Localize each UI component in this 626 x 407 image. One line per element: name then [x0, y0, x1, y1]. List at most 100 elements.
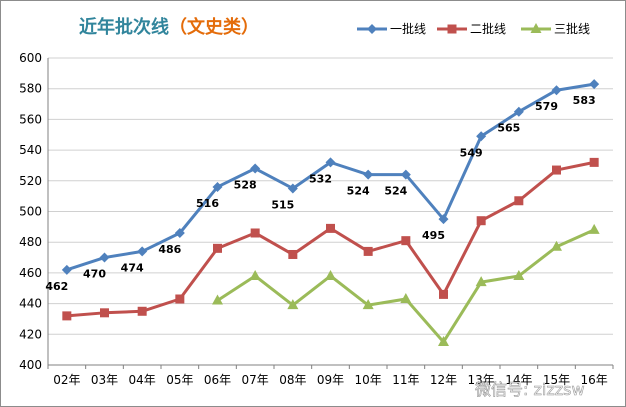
y-tick-label: 540 — [19, 143, 42, 157]
data-point — [100, 308, 109, 318]
data-point — [213, 243, 222, 253]
data-point — [438, 335, 449, 346]
chart-title: 近年批次线（文史类） — [79, 16, 259, 38]
data-point — [439, 289, 448, 299]
data-point — [513, 106, 524, 117]
data-point — [438, 214, 449, 225]
x-tick-label: 04年 — [129, 373, 156, 387]
data-point — [552, 165, 561, 175]
data-label: 549 — [460, 146, 483, 159]
data-label: 462 — [45, 280, 68, 293]
data-label: 583 — [573, 94, 596, 107]
data-point — [325, 269, 336, 280]
data-point — [513, 269, 525, 280]
data-label: 474 — [121, 261, 144, 274]
data-label: 579 — [535, 100, 558, 113]
legend-marker — [447, 24, 457, 34]
chart-title-main: 近年批次线 — [79, 16, 169, 38]
chart-title-paren: （文史类） — [169, 16, 259, 38]
data-point — [475, 276, 487, 287]
data-point — [212, 181, 223, 192]
x-tick-label: 12年 — [430, 373, 457, 387]
y-tick-label: 580 — [19, 82, 42, 96]
x-tick-label: 07年 — [242, 373, 269, 387]
x-tick-label: 05年 — [166, 373, 193, 387]
legend-label: 三批线 — [554, 21, 590, 36]
data-label: 565 — [497, 122, 520, 135]
axis-layer: 400 420 440 460 480 500 520 540 560 580 600 02年 03年 0… — [19, 51, 614, 387]
data-point — [476, 216, 486, 226]
x-tick-label: 16年 — [581, 373, 608, 387]
legend-item: 一批线 — [357, 21, 426, 36]
data-point — [476, 131, 487, 142]
data-point — [287, 183, 298, 194]
data-point — [363, 169, 374, 180]
data-point — [588, 223, 600, 234]
y-tick-label: 400 — [19, 358, 42, 372]
series-line-2 — [66, 160, 595, 318]
data-label: 524 — [347, 185, 370, 198]
data-point — [589, 79, 600, 90]
data-point — [250, 163, 261, 174]
y-tick-label: 460 — [19, 266, 42, 280]
x-tick-label: 15年 — [543, 373, 570, 387]
data-point — [249, 269, 261, 280]
series-2 — [62, 157, 599, 321]
x-tick-label: 08年 — [279, 373, 306, 387]
data-label-layer: 462 470 474 486 516 528 515 532 524 524 495 549 565 5… — [45, 94, 595, 293]
legend-item: 三批线 — [521, 21, 590, 36]
data-point — [363, 246, 373, 256]
data-point — [99, 252, 110, 263]
series-layer — [61, 79, 600, 346]
data-point — [175, 294, 185, 304]
data-point — [61, 264, 72, 275]
legend-label: 二批线 — [470, 21, 506, 36]
data-point — [287, 299, 299, 310]
data-point — [401, 236, 411, 246]
data-point — [326, 223, 335, 233]
data-point — [400, 292, 412, 303]
data-point — [137, 246, 148, 257]
legend-item: 二批线 — [437, 21, 506, 36]
y-tick-label: 520 — [19, 174, 42, 188]
legend: 一批线 二批线 三批线 — [357, 21, 590, 36]
series-1 — [61, 79, 600, 275]
data-point — [362, 299, 374, 310]
y-tick-label: 480 — [19, 235, 42, 249]
data-point — [400, 169, 411, 180]
data-point — [325, 157, 336, 168]
data-point — [62, 311, 72, 321]
data-point — [288, 249, 298, 259]
x-tick-label: 10年 — [355, 373, 382, 387]
data-label: 516 — [196, 197, 219, 210]
x-tick-label: 11年 — [392, 373, 419, 387]
data-point — [137, 306, 147, 316]
y-tick-label: 600 — [19, 51, 42, 65]
x-tick-label: 03年 — [91, 373, 118, 387]
data-label: 528 — [234, 179, 257, 192]
watermark-text: 微信号: zizzsw — [475, 380, 585, 399]
x-tick-label: 06年 — [204, 373, 231, 387]
y-tick-label: 420 — [19, 327, 42, 341]
x-tick-label: 02年 — [53, 373, 80, 387]
series-3 — [212, 223, 600, 346]
data-point — [514, 196, 524, 206]
grid-layer — [48, 57, 613, 366]
x-tick-label: 14年 — [505, 373, 532, 387]
data-label: 495 — [422, 229, 445, 242]
data-point — [551, 85, 562, 96]
data-label: 524 — [384, 185, 407, 198]
y-tick-label: 500 — [19, 205, 42, 219]
data-point — [212, 294, 223, 305]
y-tick-label: 560 — [19, 112, 42, 126]
x-tick-label: 09年 — [317, 373, 344, 387]
series-line-3 — [216, 228, 595, 344]
legend-marker — [367, 24, 377, 34]
data-label: 470 — [83, 268, 106, 281]
legend-marker — [530, 23, 542, 33]
data-label: 486 — [158, 243, 181, 256]
data-label: 515 — [271, 198, 294, 211]
data-point — [174, 227, 185, 238]
